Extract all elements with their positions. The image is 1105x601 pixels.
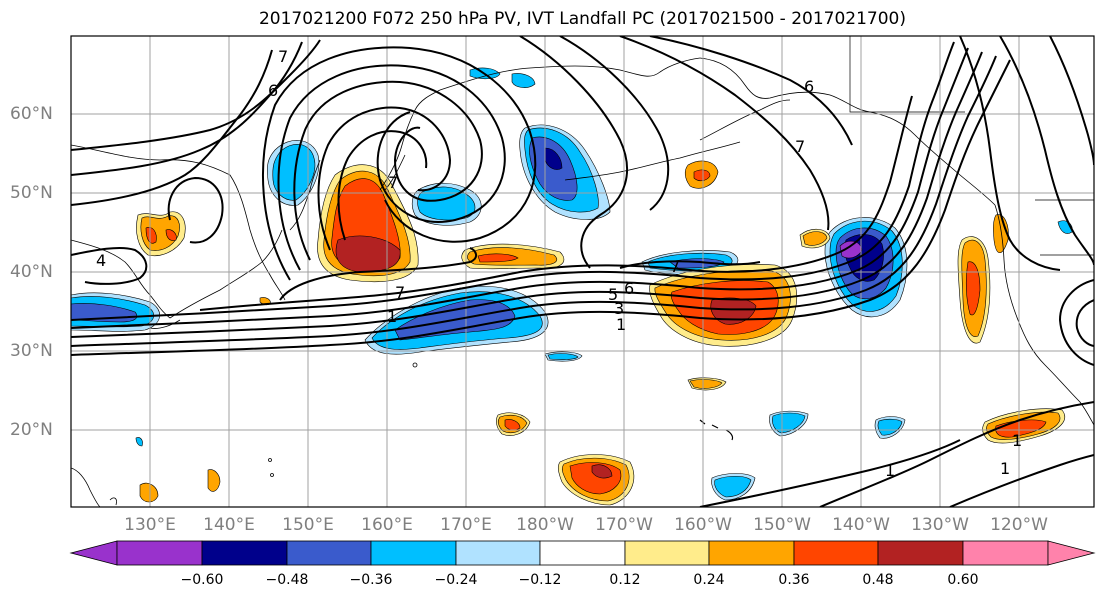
colorbar-tick-label: −0.36 [349,572,393,588]
longitude-label: 130°E [124,515,176,535]
colorbar-segment [201,540,288,566]
longitude-label: 140°E [203,515,255,535]
contour-label: 4 [96,251,106,270]
latitude-label: 60°N [10,104,53,124]
contour-label: 7 [388,173,398,192]
colorbar-segment [286,540,372,566]
colorbar-tick-label: 0.24 [693,572,725,588]
colorbar-tick-label: 0.48 [862,572,894,588]
colorbar-tick-label: 0.36 [778,572,810,588]
longitude-label: 150°W [753,515,811,535]
longitude-label: 130°W [911,515,969,535]
contour-label: 1 [1000,459,1010,478]
longitude-label: 160°E [361,515,413,535]
colorbar-segment [708,540,795,566]
colorbar-tick-label: 0.12 [609,572,641,588]
colorbar-segment [793,540,879,566]
contour-label: 7 [278,47,288,66]
colorbar-segment [539,540,626,566]
figure-title: 2017021200 F072 250 hPa PV, IVT Landfall… [258,9,906,29]
colorbar-segment [962,540,1049,566]
colorbar-tick-label: 0.60 [947,572,979,588]
longitude-label: 120°W [990,515,1048,535]
latitude-label: 20°N [10,420,53,440]
latitude-label: 30°N [10,341,53,361]
colorbar [69,540,1096,566]
contour-label: 6 [268,81,278,100]
map-border [70,35,1095,508]
longitude-label: 170°W [595,515,653,535]
pv-contours [71,36,1094,507]
colorbar-segment [455,540,541,566]
longitude-label: 170°E [440,515,492,535]
contour-label: 7 [670,257,680,276]
colorbar-segment [1047,540,1096,566]
colorbar-tick-label: −0.48 [265,572,309,588]
colorbar-tick-label: −0.12 [518,572,562,588]
contour-label: 7 [395,283,405,302]
colorbar-segment [877,540,964,566]
contour-label: 1 [616,315,626,334]
contour-label: 6 [624,279,634,298]
contour-label: 3 [614,299,624,318]
latitude-label: 40°N [10,262,53,282]
longitude-label: 140°W [832,515,890,535]
longitude-label: 150°E [282,515,334,535]
contour-label: 7 [795,137,805,156]
colorbar-tick-label: −0.24 [434,572,478,588]
colorbar-segment [69,540,118,566]
contour-label: 1 [387,307,397,326]
longitude-label: 160°W [674,515,732,535]
latitude-label: 50°N [10,183,53,203]
colorbar-segment [370,540,457,566]
colorbar-segment [116,540,203,566]
colorbar-segment [624,540,710,566]
colorbar-tick-label: −0.60 [180,572,224,588]
contour-labels: 7 6 7 7 1 6 5 3 1 7 7 6 1 1 1 4 [96,47,1022,480]
contour-label: 5 [608,285,618,304]
contour-label: 1 [1012,431,1022,450]
longitude-label: 180°W [516,515,574,535]
contour-label: 1 [885,461,895,480]
contour-label: 6 [804,77,814,96]
